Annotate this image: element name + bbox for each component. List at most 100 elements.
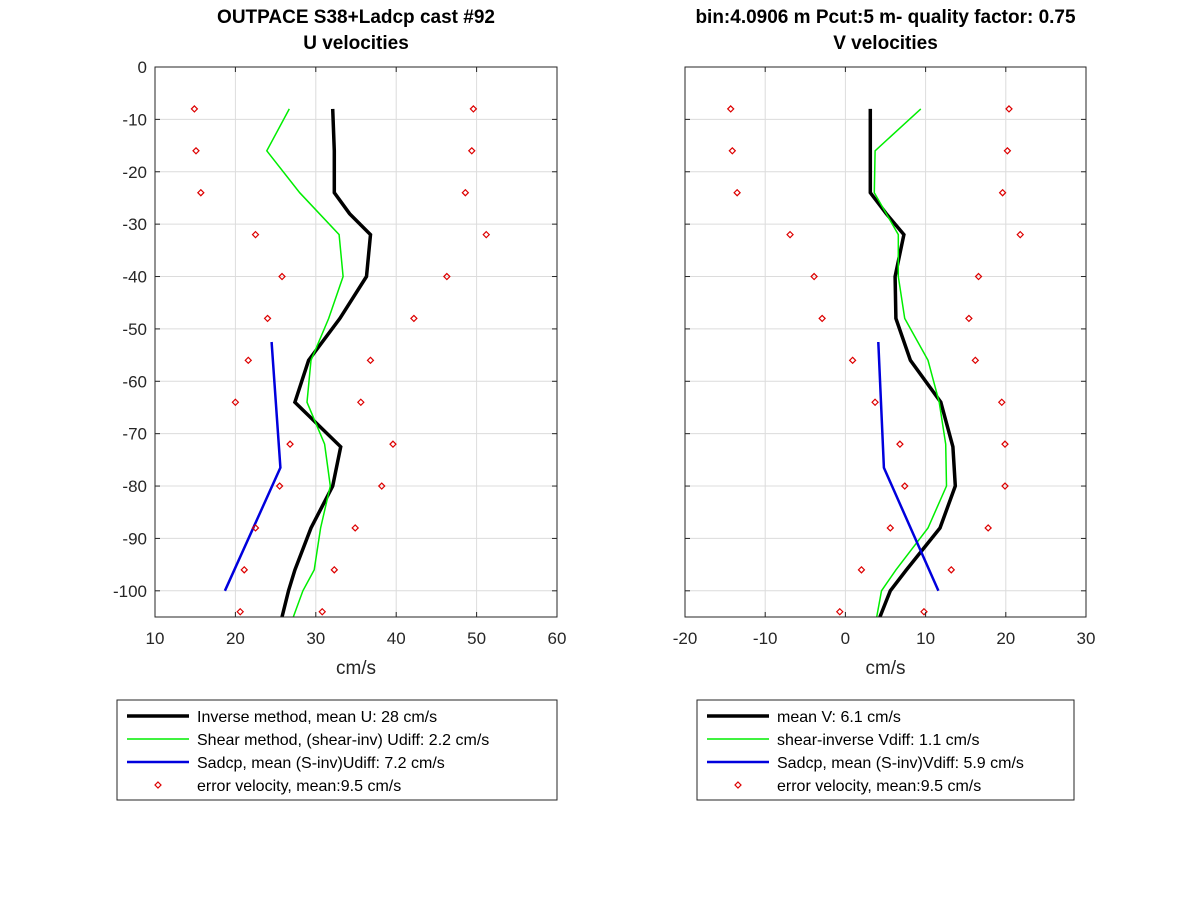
series-line-1 — [868, 108, 958, 617]
error-velocity-point-14 — [1005, 105, 1013, 113]
x-tick-label-3: 40 — [387, 629, 406, 648]
y-tick-label-5: -50 — [122, 320, 147, 339]
x-tick-label-4: 50 — [467, 629, 486, 648]
error-velocity-point-20 — [971, 356, 980, 365]
error-velocity-point-6 — [263, 314, 272, 323]
error-velocity-point-11 — [886, 524, 895, 532]
legend-entry-2: shear-inverse Vdiff: 1.1 cm/s — [777, 732, 979, 749]
error-velocity-point-23 — [1001, 482, 1009, 490]
error-velocity-point-16 — [461, 188, 470, 197]
chart-subtitle: U velocities — [303, 33, 409, 54]
y-tick-label-4: -40 — [122, 268, 147, 287]
legend: Inverse method, mean U: 28 cm/s Shear met… — [116, 699, 558, 801]
y-tick-label-3: -30 — [122, 215, 147, 234]
error-velocity-point-10 — [275, 482, 284, 490]
error-velocity-point-15 — [1003, 146, 1012, 155]
x-tick-label-1: 20 — [226, 629, 245, 648]
error-velocity-point-9 — [286, 440, 294, 448]
error-velocity-point-7 — [244, 356, 253, 365]
plot-area — [155, 67, 557, 617]
legend-entry-4: error velocity, mean:9.5 cm/s — [777, 778, 981, 795]
legend-entry-3: Sadcp, mean (S-inv)Vdiff: 5.9 cm/s — [777, 755, 1024, 772]
y-tick-label-2: -20 — [122, 163, 147, 182]
data-layer — [726, 105, 1025, 617]
y-tick-label-8: -80 — [122, 477, 147, 496]
error-velocity-point-26 — [920, 607, 928, 616]
x-tick-label-2: 0 — [841, 629, 850, 648]
series-line-1 — [280, 108, 373, 617]
error-velocity-point-12 — [240, 566, 249, 574]
error-velocity-point-26 — [318, 607, 327, 616]
error-velocity-point-1 — [726, 105, 735, 113]
chart-title: bin:4.0906 m Pcut:5 m- quality factor: 0… — [695, 7, 1076, 28]
series-line-3 — [877, 341, 940, 592]
legend-entry-3: Sadcp, mean (S-inv)Udiff: 7.2 cm/s — [197, 755, 445, 772]
data-layer — [190, 105, 491, 617]
x-tick-label-3: 10 — [916, 629, 935, 648]
series-line-2 — [265, 108, 344, 617]
error-velocity-point-14 — [469, 105, 478, 113]
x-tick-label-5: 60 — [548, 629, 567, 648]
x-tick-label-1: -10 — [753, 629, 778, 648]
chart-panel-1: 10 20 30 40 50 60 0 -10 -20 -30 -40 -50 -60 -70 -80 -90… — [113, 7, 567, 801]
error-velocity-point-1 — [190, 105, 199, 113]
x-axis-label: cm/s — [865, 658, 905, 679]
error-velocity-point-22 — [1001, 440, 1009, 448]
y-tick-label-9: -90 — [122, 529, 147, 548]
error-velocity-point-16 — [998, 188, 1007, 197]
y-tick-label-0: 0 — [138, 58, 147, 77]
error-velocity-point-5 — [278, 272, 286, 281]
chart-title: OUTPACE S38+Ladcp cast #92 — [217, 7, 495, 28]
x-tick-label-5: 30 — [1077, 629, 1096, 648]
chart-panels: 10 20 30 40 50 60 0 -10 -20 -30 -40 -50 -60 -70 -80 -90… — [113, 7, 1096, 801]
error-velocity-point-24 — [351, 524, 360, 532]
error-velocity-point-20 — [366, 356, 375, 365]
error-velocity-point-10 — [900, 482, 909, 490]
error-velocity-point-13 — [236, 607, 245, 616]
x-tick-label-2: 30 — [306, 629, 325, 648]
error-velocity-point-4 — [251, 230, 260, 239]
chart-subtitle: V velocities — [833, 33, 938, 54]
chart-panel-2: -20 -10 0 10 20 30 cm/s bin:4.0906 m Pcut:5 m- … — [673, 7, 1096, 801]
y-tick-label-6: -60 — [122, 372, 147, 391]
series-line-2 — [873, 108, 948, 617]
error-velocity-point-2 — [728, 146, 737, 155]
error-velocity-point-3 — [196, 188, 205, 197]
error-velocity-point-5 — [810, 272, 818, 281]
plot-area — [685, 67, 1086, 617]
error-velocity-point-23 — [377, 482, 386, 490]
error-velocity-point-19 — [965, 314, 973, 323]
x-tick-label-4: 20 — [996, 629, 1015, 648]
error-velocity-point-22 — [389, 440, 397, 448]
x-tick-label-0: 10 — [146, 629, 165, 648]
error-velocity-point-3 — [733, 188, 741, 197]
error-velocity-point-11 — [251, 524, 260, 532]
y-tick-label-1: -10 — [122, 110, 147, 129]
legend-entry-1: mean V: 6.1 cm/s — [777, 709, 901, 726]
legend-swatch-4 — [154, 781, 162, 789]
error-velocity-point-17 — [482, 230, 491, 239]
error-velocity-point-19 — [410, 314, 418, 323]
x-tick-label-0: -20 — [673, 629, 698, 648]
error-velocity-point-21 — [356, 398, 365, 407]
legend-entry-2: Shear method, (shear-inv) Udiff: 2.2 cm/… — [197, 732, 489, 749]
y-tick-label-10: -100 — [113, 582, 147, 601]
error-velocity-point-24 — [984, 524, 993, 532]
legend: mean V: 6.1 cm/s shear-inverse Vdiff: 1.1… — [696, 699, 1075, 801]
x-axis-label: cm/s — [336, 658, 376, 679]
y-tick-label-7: -70 — [122, 425, 147, 444]
error-velocity-point-13 — [835, 607, 844, 616]
error-velocity-point-8 — [231, 398, 240, 407]
error-velocity-point-15 — [467, 146, 476, 155]
series-line-3 — [223, 341, 282, 592]
error-velocity-point-2 — [192, 146, 200, 155]
error-velocity-point-7 — [848, 356, 857, 365]
legend-swatch-4 — [734, 781, 742, 789]
error-velocity-point-12 — [857, 566, 866, 574]
error-velocity-point-25 — [330, 566, 339, 574]
legend-box — [116, 699, 558, 801]
error-velocity-point-18 — [443, 272, 451, 281]
error-velocity-point-17 — [1016, 230, 1025, 239]
legend-entry-4: error velocity, mean:9.5 cm/s — [197, 778, 401, 795]
